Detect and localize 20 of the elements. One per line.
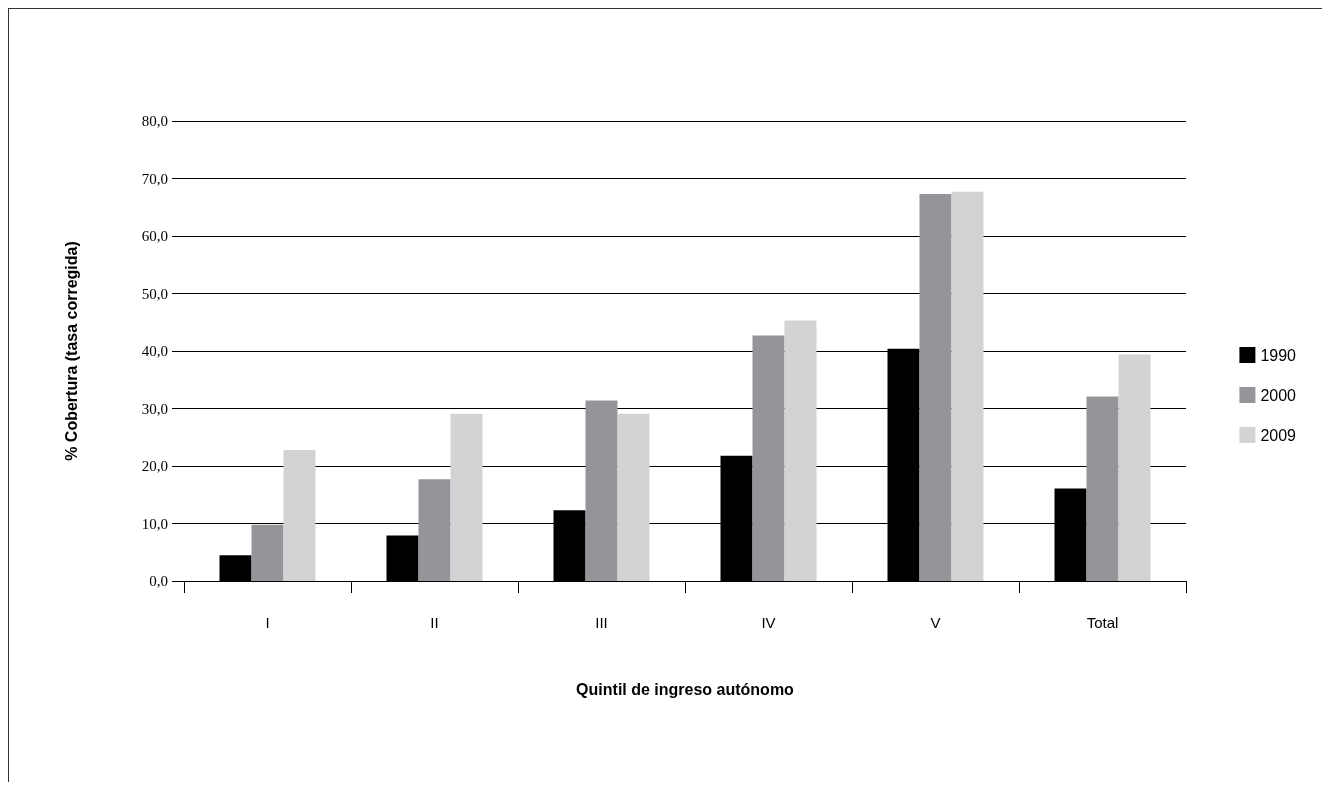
x-axis-title: Quintil de ingreso autónomo <box>576 680 795 698</box>
y-tick-label: 40,0 <box>141 343 168 359</box>
y-axis-title: % Cobertura (tasa corregida) <box>62 241 80 461</box>
x-tick-label: I <box>265 614 270 631</box>
legend-label: 1990 <box>1260 346 1297 364</box>
x-tick-label: Total <box>1086 614 1119 631</box>
legend-label: 2000 <box>1260 386 1297 404</box>
y-tick-label: 70,0 <box>141 170 168 187</box>
y-tick-label: 30,0 <box>141 400 168 417</box>
x-tick-label: V <box>930 614 941 631</box>
y-tick-label: 0,0 <box>149 573 168 589</box>
y-tick-label: 10,0 <box>141 515 168 532</box>
legend-label: 2009 <box>1260 426 1297 444</box>
y-tick-label: 80,0 <box>141 113 168 129</box>
x-tick-label: III <box>595 614 608 631</box>
y-tick-label: 20,0 <box>141 458 168 474</box>
y-tick-label: 60,0 <box>141 228 168 244</box>
x-tick-label: IV <box>761 614 776 631</box>
y-tick-label: 50,0 <box>141 285 168 302</box>
x-tick-label: II <box>430 614 439 631</box>
